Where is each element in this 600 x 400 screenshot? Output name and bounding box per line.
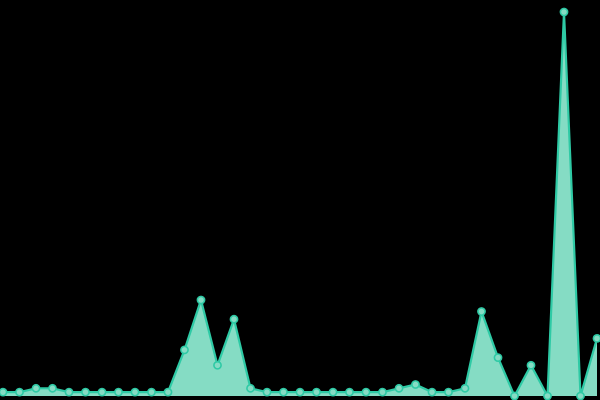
data-point-marker — [345, 387, 354, 397]
data-point-marker — [460, 383, 470, 393]
data-point-marker — [48, 383, 57, 393]
data-point-marker — [543, 391, 552, 400]
data-point-marker — [196, 295, 206, 305]
data-point-marker — [493, 353, 503, 362]
data-point-marker — [510, 391, 519, 400]
data-point-marker — [312, 387, 321, 397]
data-point-marker — [163, 387, 173, 397]
data-point-marker — [576, 391, 585, 400]
data-point-marker — [427, 387, 437, 397]
data-point-marker — [246, 383, 255, 393]
data-point-marker — [592, 334, 600, 343]
data-point-marker — [526, 360, 536, 370]
data-point-marker — [559, 7, 569, 17]
data-point-marker — [0, 387, 8, 397]
data-point-marker — [130, 387, 140, 397]
data-point-marker — [213, 360, 222, 370]
data-point-marker — [394, 383, 404, 393]
data-point-marker — [15, 387, 24, 397]
data-point-marker — [477, 307, 486, 316]
data-point-marker — [279, 387, 288, 397]
data-point-marker — [147, 387, 156, 397]
data-point-marker — [444, 387, 453, 397]
data-point-marker — [114, 387, 123, 397]
data-point-marker — [180, 345, 189, 355]
data-point-marker — [411, 380, 420, 389]
data-point-marker — [295, 387, 305, 397]
data-point-marker — [229, 314, 239, 324]
data-point-marker — [262, 387, 272, 397]
data-point-marker — [97, 387, 107, 397]
data-point-marker — [81, 387, 90, 397]
data-point-marker — [31, 383, 41, 393]
data-point-marker — [64, 387, 74, 397]
data-point-marker — [378, 387, 387, 397]
data-point-markers — [0, 7, 600, 400]
data-point-marker — [361, 387, 371, 397]
data-point-marker — [328, 387, 338, 397]
